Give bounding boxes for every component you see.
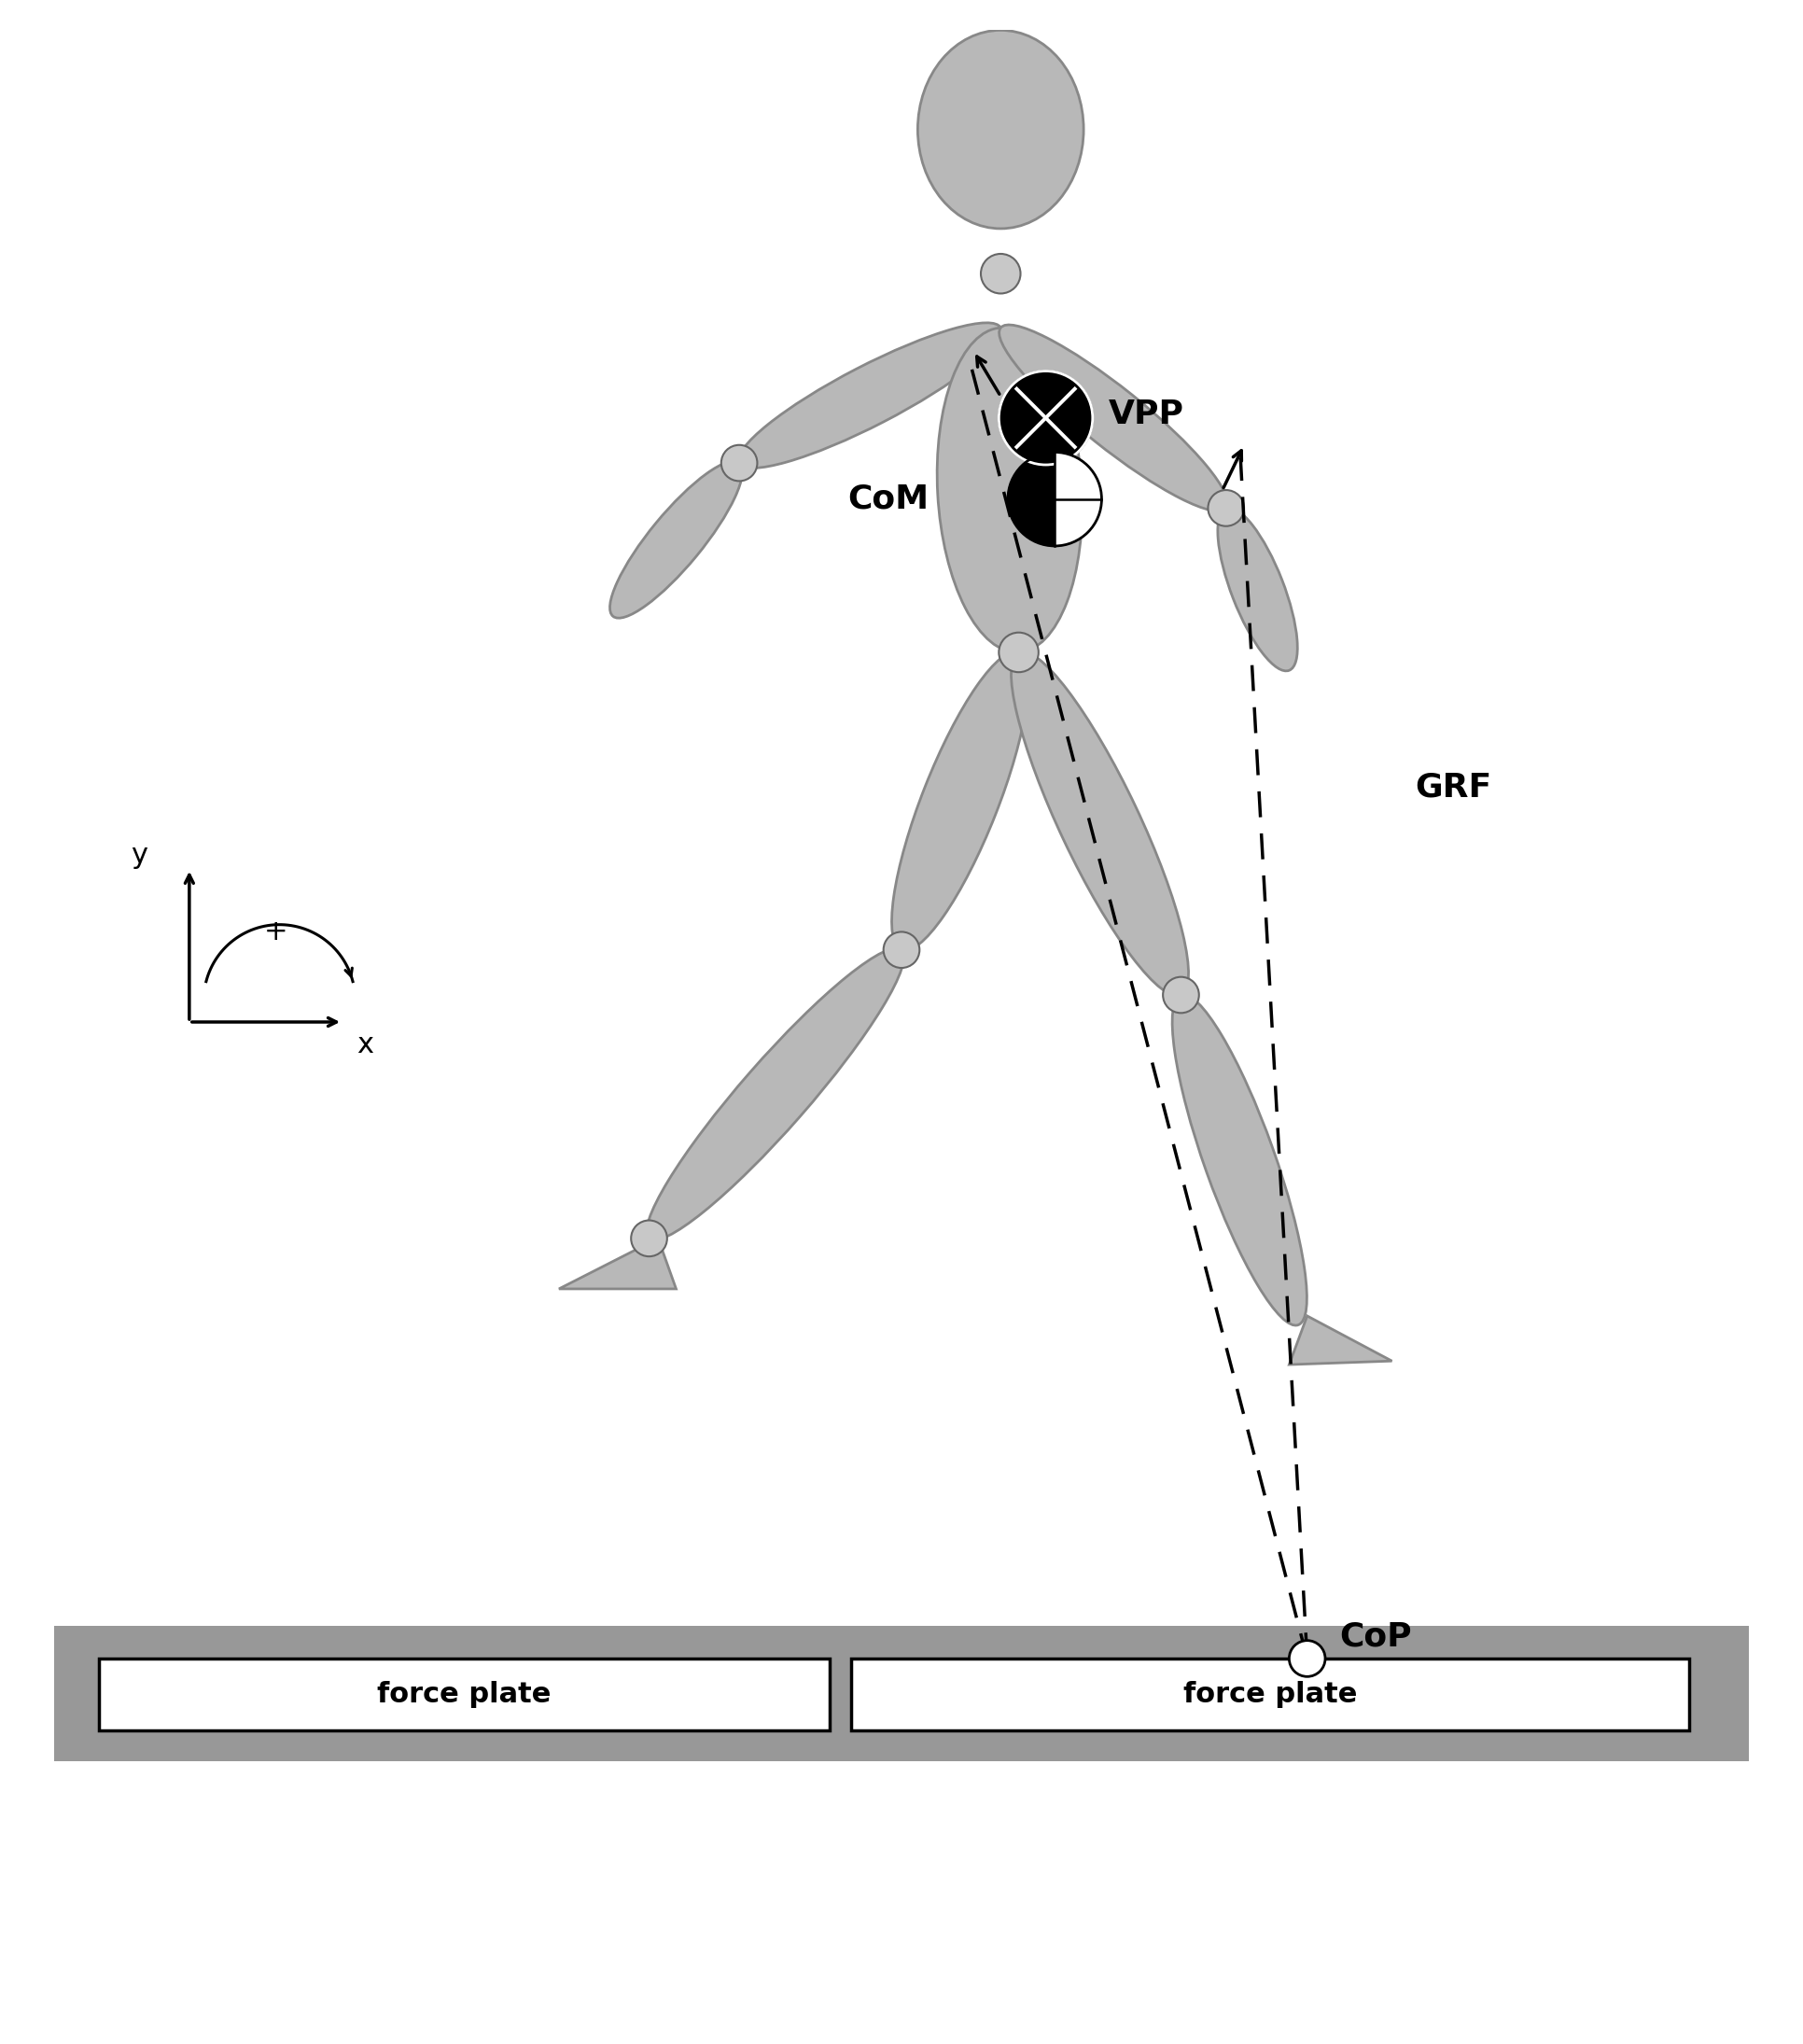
Ellipse shape xyxy=(1011,652,1188,995)
Ellipse shape xyxy=(938,327,1082,652)
Polygon shape xyxy=(1289,1316,1392,1365)
Polygon shape xyxy=(559,1239,676,1290)
Ellipse shape xyxy=(1172,995,1307,1325)
Circle shape xyxy=(981,253,1020,294)
Bar xyxy=(99,1658,829,1731)
Text: x: x xyxy=(357,1030,373,1059)
Circle shape xyxy=(721,446,757,480)
Circle shape xyxy=(1208,491,1244,525)
Text: GRF: GRF xyxy=(1415,773,1493,803)
Wedge shape xyxy=(1008,452,1055,546)
Circle shape xyxy=(1289,1641,1325,1676)
Wedge shape xyxy=(1055,452,1102,546)
Ellipse shape xyxy=(739,323,1001,468)
Ellipse shape xyxy=(1217,507,1298,670)
Circle shape xyxy=(883,932,920,969)
Bar xyxy=(851,1658,1689,1731)
Circle shape xyxy=(999,372,1093,464)
Text: force plate: force plate xyxy=(1183,1680,1358,1709)
Text: CoP: CoP xyxy=(1340,1621,1412,1654)
Text: CoM: CoM xyxy=(847,482,929,515)
Text: force plate: force plate xyxy=(377,1680,552,1709)
Circle shape xyxy=(999,632,1039,672)
Text: VPP: VPP xyxy=(1109,399,1185,429)
Text: +: + xyxy=(263,918,288,946)
Text: y: y xyxy=(130,842,148,869)
Ellipse shape xyxy=(609,462,743,617)
Ellipse shape xyxy=(647,948,903,1241)
Circle shape xyxy=(631,1220,667,1257)
Ellipse shape xyxy=(999,325,1228,511)
Ellipse shape xyxy=(918,31,1084,229)
Circle shape xyxy=(1163,977,1199,1014)
Ellipse shape xyxy=(892,652,1028,950)
Bar xyxy=(54,1627,1749,1762)
